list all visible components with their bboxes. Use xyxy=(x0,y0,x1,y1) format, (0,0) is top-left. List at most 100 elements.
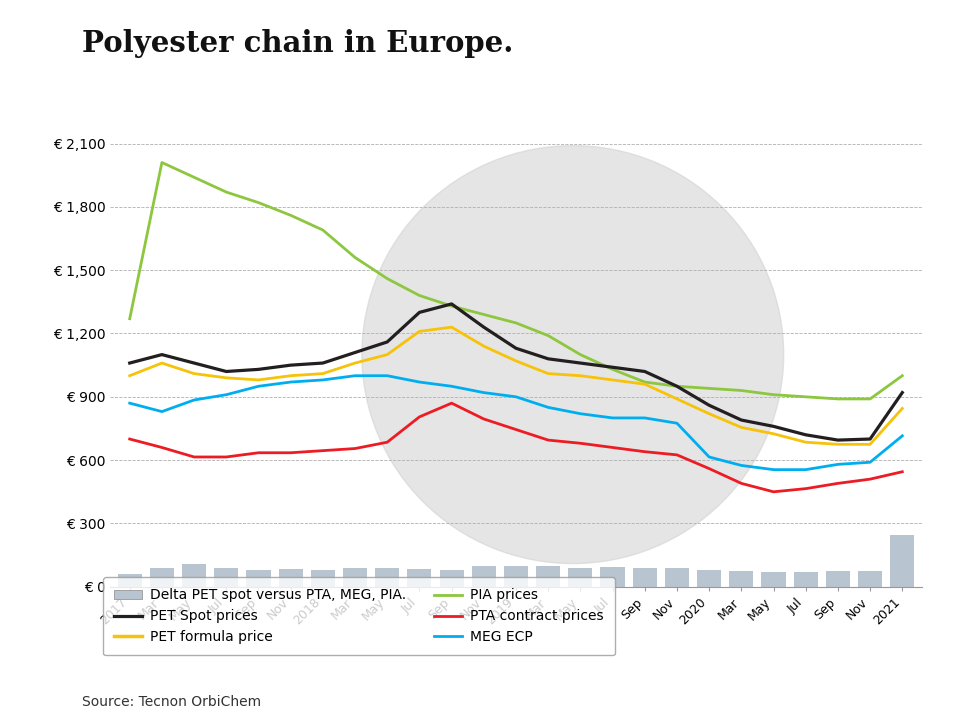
Line: PET Spot prices: PET Spot prices xyxy=(130,304,902,440)
PIA prices xyxy=(285,211,297,220)
Bar xyxy=(150,568,174,587)
PIA prices xyxy=(735,386,747,395)
PET Spot prices xyxy=(575,359,587,367)
Bar xyxy=(730,571,754,587)
MEG ECP xyxy=(575,410,587,418)
PET Spot prices xyxy=(124,359,135,367)
PIA prices xyxy=(511,319,522,328)
PET formula price xyxy=(349,359,361,367)
PET Spot prices xyxy=(156,351,168,359)
PET Spot prices xyxy=(832,436,844,444)
PET formula price xyxy=(704,410,715,418)
PTA contract prices xyxy=(735,479,747,487)
PTA contract prices xyxy=(285,449,297,457)
PET formula price xyxy=(188,369,200,378)
Bar xyxy=(247,570,271,587)
PET formula price xyxy=(735,423,747,432)
PET Spot prices xyxy=(639,367,651,376)
Bar xyxy=(440,570,464,587)
PET Spot prices xyxy=(607,363,618,372)
Line: MEG ECP: MEG ECP xyxy=(130,376,902,469)
PIA prices xyxy=(864,395,876,403)
PTA contract prices xyxy=(252,449,264,457)
PTA contract prices xyxy=(349,444,361,453)
PET Spot prices xyxy=(864,435,876,444)
MEG ECP xyxy=(542,403,554,412)
MEG ECP xyxy=(317,376,328,384)
Bar xyxy=(311,570,335,587)
PET formula price xyxy=(478,342,490,351)
PTA contract prices xyxy=(188,453,200,462)
Bar xyxy=(568,568,592,587)
PTA contract prices xyxy=(704,464,715,473)
PTA contract prices xyxy=(445,399,457,408)
PIA prices xyxy=(704,384,715,392)
PTA contract prices xyxy=(221,453,232,462)
PET formula price xyxy=(511,356,522,365)
Bar xyxy=(407,569,431,587)
Bar xyxy=(858,571,882,587)
MEG ECP xyxy=(768,465,780,474)
PTA contract prices xyxy=(511,426,522,434)
Bar xyxy=(278,569,302,587)
PIA prices xyxy=(768,390,780,399)
PTA contract prices xyxy=(542,436,554,444)
PET Spot prices xyxy=(478,323,490,331)
Bar xyxy=(118,574,142,587)
PET Spot prices xyxy=(381,338,393,346)
PET Spot prices xyxy=(414,308,425,317)
PET Spot prices xyxy=(671,382,683,390)
PIA prices xyxy=(349,253,361,262)
PIA prices xyxy=(478,310,490,319)
PET Spot prices xyxy=(445,300,457,308)
MEG ECP xyxy=(414,378,425,387)
PIA prices xyxy=(252,198,264,207)
MEG ECP xyxy=(607,413,618,422)
PIA prices xyxy=(639,378,651,387)
PIA prices xyxy=(832,395,844,403)
Text: Polyester chain in Europe.: Polyester chain in Europe. xyxy=(82,29,513,58)
Line: PIA prices: PIA prices xyxy=(130,163,902,399)
Bar xyxy=(214,568,238,587)
PTA contract prices xyxy=(124,435,135,444)
PET Spot prices xyxy=(800,431,811,439)
PTA contract prices xyxy=(800,485,811,493)
MEG ECP xyxy=(832,460,844,469)
PET Spot prices xyxy=(221,367,232,376)
MEG ECP xyxy=(252,382,264,390)
PIA prices xyxy=(221,188,232,197)
PET formula price xyxy=(671,395,683,403)
Line: PTA contract prices: PTA contract prices xyxy=(130,403,902,492)
MEG ECP xyxy=(156,408,168,416)
PIA prices xyxy=(414,291,425,300)
MEG ECP xyxy=(349,372,361,380)
PET formula price xyxy=(124,372,135,380)
Bar xyxy=(826,571,850,587)
PET Spot prices xyxy=(768,422,780,431)
Bar xyxy=(504,566,528,587)
PTA contract prices xyxy=(317,446,328,455)
MEG ECP xyxy=(704,453,715,462)
PET Spot prices xyxy=(317,359,328,367)
PET Spot prices xyxy=(542,354,554,363)
PET formula price xyxy=(832,440,844,449)
Bar xyxy=(182,564,206,587)
PTA contract prices xyxy=(478,415,490,423)
MEG ECP xyxy=(639,413,651,422)
Bar xyxy=(375,568,399,587)
PIA prices xyxy=(381,274,393,283)
Text: Source: Tecnon OrbiChem: Source: Tecnon OrbiChem xyxy=(82,696,261,709)
PET formula price xyxy=(156,359,168,367)
PTA contract prices xyxy=(832,479,844,487)
PIA prices xyxy=(800,392,811,401)
MEG ECP xyxy=(478,388,490,397)
PTA contract prices xyxy=(671,451,683,459)
Line: PET formula price: PET formula price xyxy=(130,327,902,444)
PIA prices xyxy=(671,382,683,390)
MEG ECP xyxy=(445,382,457,390)
PET formula price xyxy=(639,380,651,389)
PTA contract prices xyxy=(575,439,587,448)
MEG ECP xyxy=(735,461,747,469)
Bar xyxy=(761,572,785,587)
MEG ECP xyxy=(285,378,297,387)
